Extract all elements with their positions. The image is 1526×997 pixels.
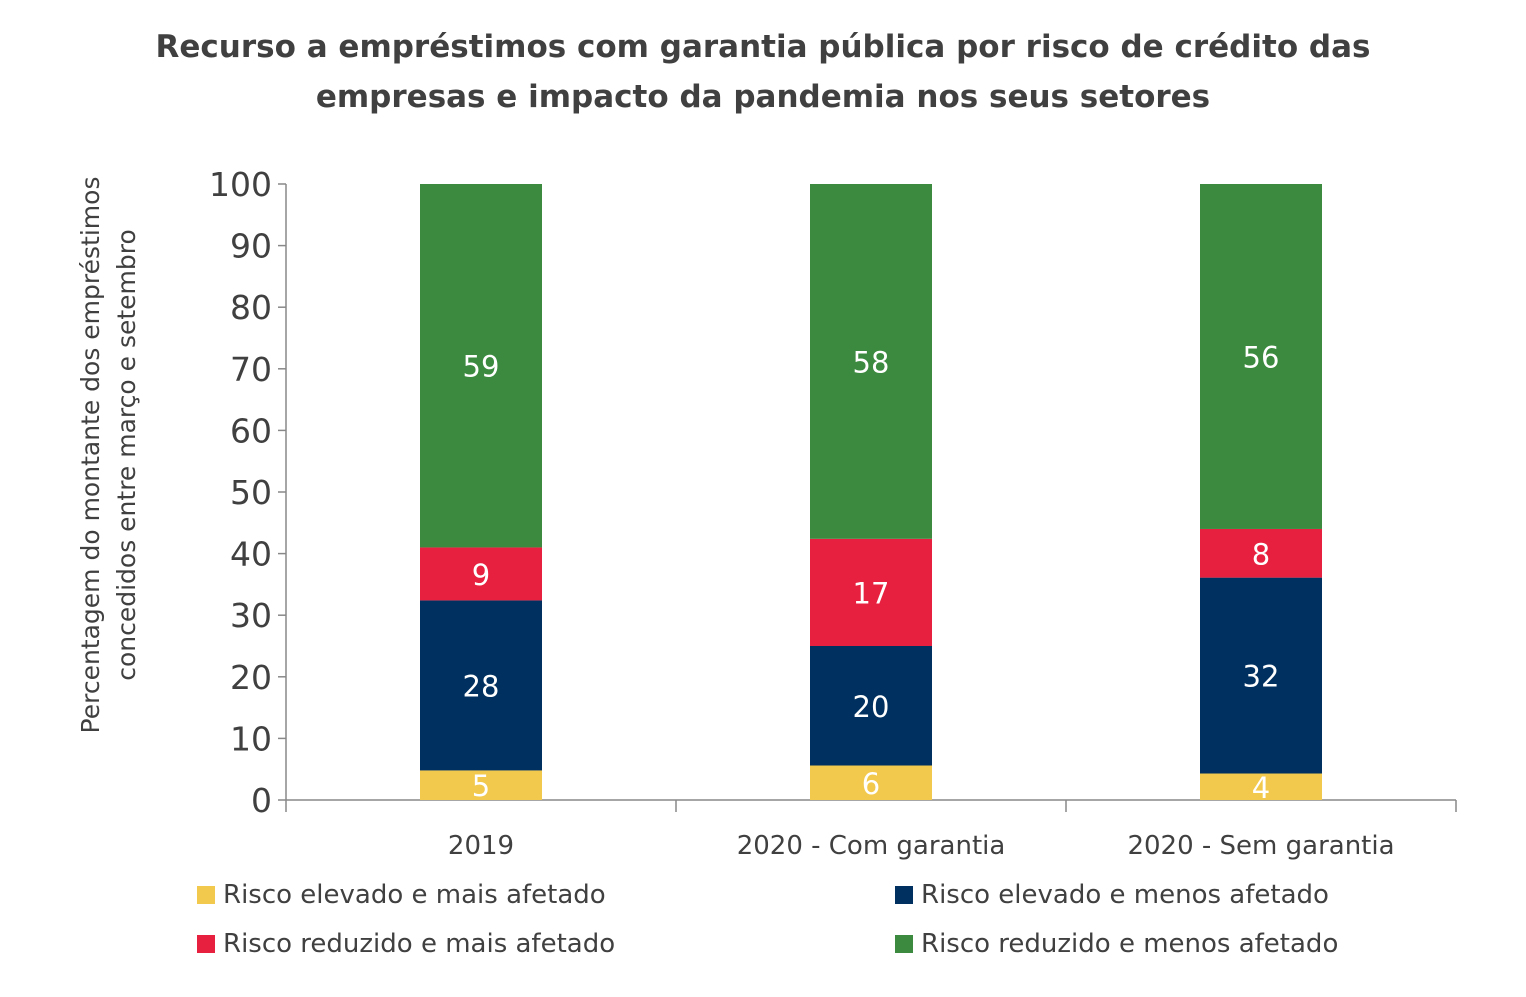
y-tick-label: 70 [230, 350, 272, 389]
y-tick-label: 50 [230, 473, 272, 512]
legend-label: Risco reduzido e mais afetado [223, 929, 616, 959]
data-label: 4 [1252, 771, 1270, 805]
bar-segment [1200, 773, 1322, 800]
legend-label: Risco elevado e menos afetado [921, 880, 1329, 910]
y-tick-label: 90 [230, 227, 272, 266]
bar-segment [420, 600, 542, 771]
data-label: 32 [1243, 660, 1280, 694]
y-tick-label: 80 [230, 288, 272, 327]
data-label: 28 [463, 669, 500, 703]
y-axis-label-line-1: Percentagem do montante dos empréstimos [76, 177, 105, 734]
bar-segment [810, 184, 932, 539]
legend-swatch [895, 935, 913, 953]
y-axis-label-line-2: concedidos entre março e setembro [112, 229, 141, 681]
bar-segment [420, 547, 542, 601]
data-label: 17 [853, 576, 890, 610]
bar-segment [1200, 184, 1322, 529]
data-label: 6 [862, 767, 880, 801]
legend-item-risco-reduzido-mais-afetado: Risco reduzido e mais afetado [197, 929, 615, 959]
chart-title: Recurso a empréstimos com garantia públi… [0, 22, 1526, 122]
x-tick-label: 2019 [448, 831, 514, 861]
bar-segment [810, 538, 932, 646]
legend-swatch [197, 935, 215, 953]
x-tick-label: 2020 - Com garantia [737, 831, 1006, 861]
bar-segment [1200, 528, 1322, 578]
y-tick-label: 0 [251, 781, 272, 820]
legend-item-risco-reduzido-menos-afetado: Risco reduzido e menos afetado [895, 929, 1338, 959]
data-label: 59 [463, 350, 500, 384]
chart-title-line-2: empresas e impacto da pandemia nos seus … [315, 79, 1211, 115]
data-label: 9 [472, 558, 490, 592]
data-label: 56 [1243, 340, 1280, 374]
legend-item-risco-elevado-menos-afetado: Risco elevado e menos afetado [895, 880, 1329, 910]
legend-swatch [197, 886, 215, 904]
legend-item-risco-elevado-mais-afetado: Risco elevado e mais afetado [197, 880, 606, 910]
legend-label: Risco elevado e mais afetado [223, 880, 606, 910]
legend-swatch [895, 886, 913, 904]
y-tick-label: 10 [230, 719, 272, 758]
y-tick-label: 40 [230, 535, 272, 574]
y-axis-label: Percentagem do montante dos empréstimos … [76, 177, 141, 734]
y-tick-label: 60 [230, 411, 272, 450]
plot-area: 0 10 20 30 40 50 60 70 80 90 100 5 28 9 59 2019 6 20 17 58 2… [209, 165, 1457, 861]
bar-segment [1200, 577, 1322, 774]
bar-segment [420, 184, 542, 548]
y-tick-label: 100 [209, 165, 272, 204]
bar-segment [810, 765, 932, 800]
bar-segment [420, 770, 542, 800]
data-label: 20 [853, 690, 890, 724]
data-label: 58 [853, 345, 890, 379]
data-label: 8 [1252, 537, 1270, 571]
legend-label: Risco reduzido e menos afetado [921, 929, 1339, 959]
x-tick-label: 2020 - Sem garantia [1127, 831, 1394, 861]
y-tick-label: 30 [230, 596, 272, 635]
y-tick-label: 20 [230, 658, 272, 697]
data-label: 5 [472, 769, 490, 803]
chart-title-line-1: Recurso a empréstimos com garantia públi… [155, 29, 1371, 65]
bar-segment [810, 646, 932, 766]
